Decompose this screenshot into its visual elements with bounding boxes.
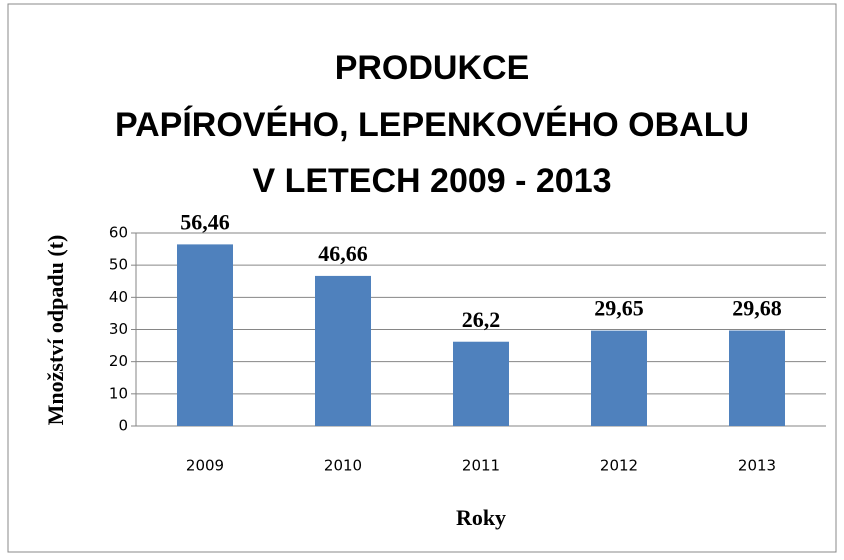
y-tick-label: 60 bbox=[109, 224, 128, 242]
x-tick-label: 2012 bbox=[600, 457, 638, 475]
x-axis-label: Roky bbox=[456, 505, 506, 530]
bar bbox=[453, 341, 509, 426]
data-label: 29,68 bbox=[732, 296, 782, 321]
chart-title: PAPÍROVÉHO, LEPENKOVÉHO OBALU bbox=[115, 106, 749, 144]
chart-title: PRODUKCE bbox=[335, 49, 530, 87]
bar bbox=[315, 275, 371, 426]
y-axis-label: Množství odpadu (t) bbox=[43, 235, 68, 426]
data-label: 29,65 bbox=[594, 296, 644, 321]
y-tick-label: 50 bbox=[109, 256, 128, 274]
x-tick-label: 2011 bbox=[462, 457, 500, 475]
y-tick-label: 30 bbox=[109, 320, 128, 338]
y-tick-label: 0 bbox=[118, 417, 128, 435]
data-label: 46,66 bbox=[318, 241, 368, 266]
chart-title: V LETECH 2009 - 2013 bbox=[252, 162, 611, 200]
data-label: 56,46 bbox=[180, 209, 230, 234]
bar bbox=[729, 330, 785, 426]
x-tick-label: 2009 bbox=[186, 457, 224, 475]
x-tick-label: 2010 bbox=[324, 457, 362, 475]
y-tick-label: 40 bbox=[109, 288, 128, 306]
bar bbox=[591, 330, 647, 426]
x-tick-label: 2013 bbox=[738, 457, 776, 475]
y-tick-label: 20 bbox=[109, 352, 128, 370]
chart-border bbox=[7, 3, 837, 553]
data-label: 26,2 bbox=[462, 307, 501, 332]
bar bbox=[177, 244, 233, 426]
y-tick-label: 10 bbox=[109, 384, 128, 402]
